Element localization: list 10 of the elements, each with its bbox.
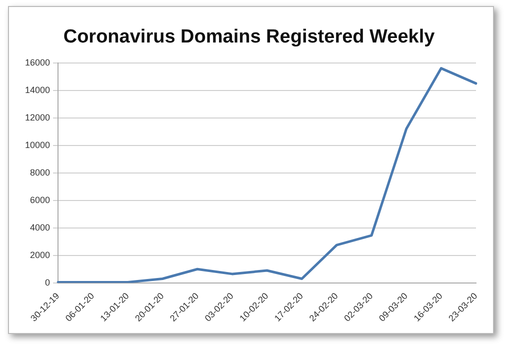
- y-tick-label: 12000: [24, 112, 50, 122]
- y-tick-label: 10000: [24, 140, 50, 150]
- chart-title: Coronavirus Domains Registered Weekly: [63, 26, 436, 48]
- y-tick-label: 8000: [30, 167, 50, 178]
- y-tick-label: 6000: [30, 194, 50, 205]
- y-tick-label: 2000: [30, 250, 50, 260]
- y-tick-label: 16000: [24, 57, 50, 68]
- y-tick-label: 4000: [30, 222, 50, 232]
- y-tick-label: 0: [45, 277, 50, 288]
- y-tick-label: 14000: [24, 84, 50, 95]
